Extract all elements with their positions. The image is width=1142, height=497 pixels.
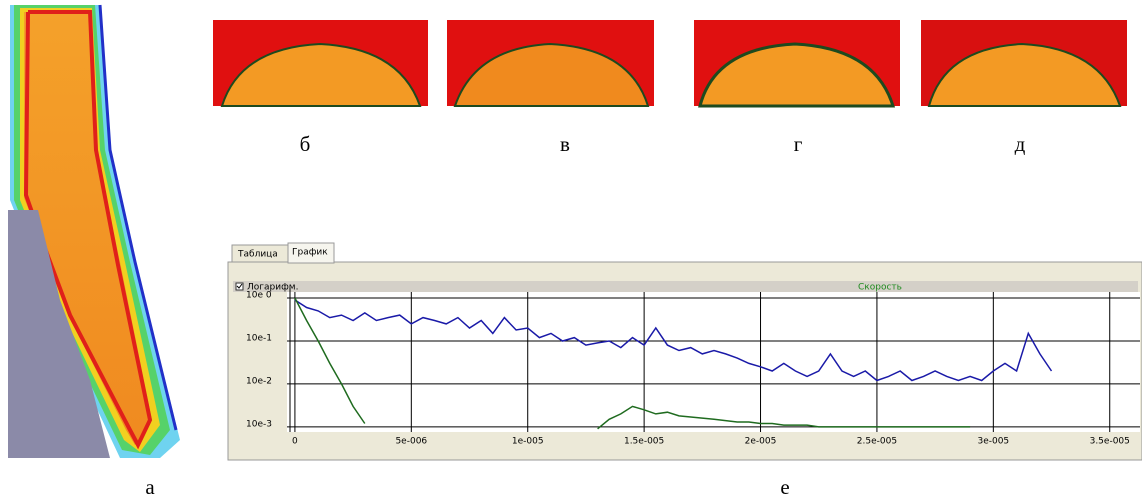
chart-title: Скорость xyxy=(858,283,902,293)
panel-label: г xyxy=(794,132,803,156)
header-bar xyxy=(233,281,1138,292)
x-tick-label: 5e-006 xyxy=(395,437,427,447)
plot: 10e 0 10e-1 10e-2 10e-3 0 5e-006 1e-005 1.5e-00… xyxy=(246,288,1140,447)
simulation-image xyxy=(8,4,180,458)
x-tick-label: 3.5e-005 xyxy=(1090,437,1130,447)
checkbox-label[interactable]: Логарифм. xyxy=(247,283,298,293)
x-tick-label: 1.5e-005 xyxy=(624,437,664,447)
panel-label: е xyxy=(780,475,789,497)
plot-area xyxy=(287,292,1140,432)
y-tick-label: 10e-1 xyxy=(246,333,272,343)
x-tick-label: 1e-005 xyxy=(512,437,544,447)
data-line xyxy=(294,299,1053,382)
y-tick-label: 10e 0 xyxy=(246,291,272,301)
x-tick-label: 3e-005 xyxy=(977,437,1009,447)
x-tick-label: 2e-005 xyxy=(745,437,777,447)
panel-label: а xyxy=(145,475,155,497)
tab[interactable] xyxy=(287,242,335,264)
y-tick-label: 10e-3 xyxy=(246,419,272,429)
y-tick-label: 10e-2 xyxy=(246,376,272,386)
panel-label: в xyxy=(560,132,570,156)
x-tick-label: 2.5e-005 xyxy=(857,437,897,447)
panel-label: д xyxy=(1015,132,1026,156)
simulation-thumbnails xyxy=(213,20,1127,108)
panel-label: б xyxy=(300,132,311,156)
data-line xyxy=(294,297,971,430)
checkbox[interactable] xyxy=(235,282,244,291)
check-mark xyxy=(236,283,243,289)
x-tick-label: 0 xyxy=(292,437,298,447)
tab-label[interactable]: Таблица xyxy=(237,250,278,260)
tab-label[interactable]: График xyxy=(292,248,328,258)
